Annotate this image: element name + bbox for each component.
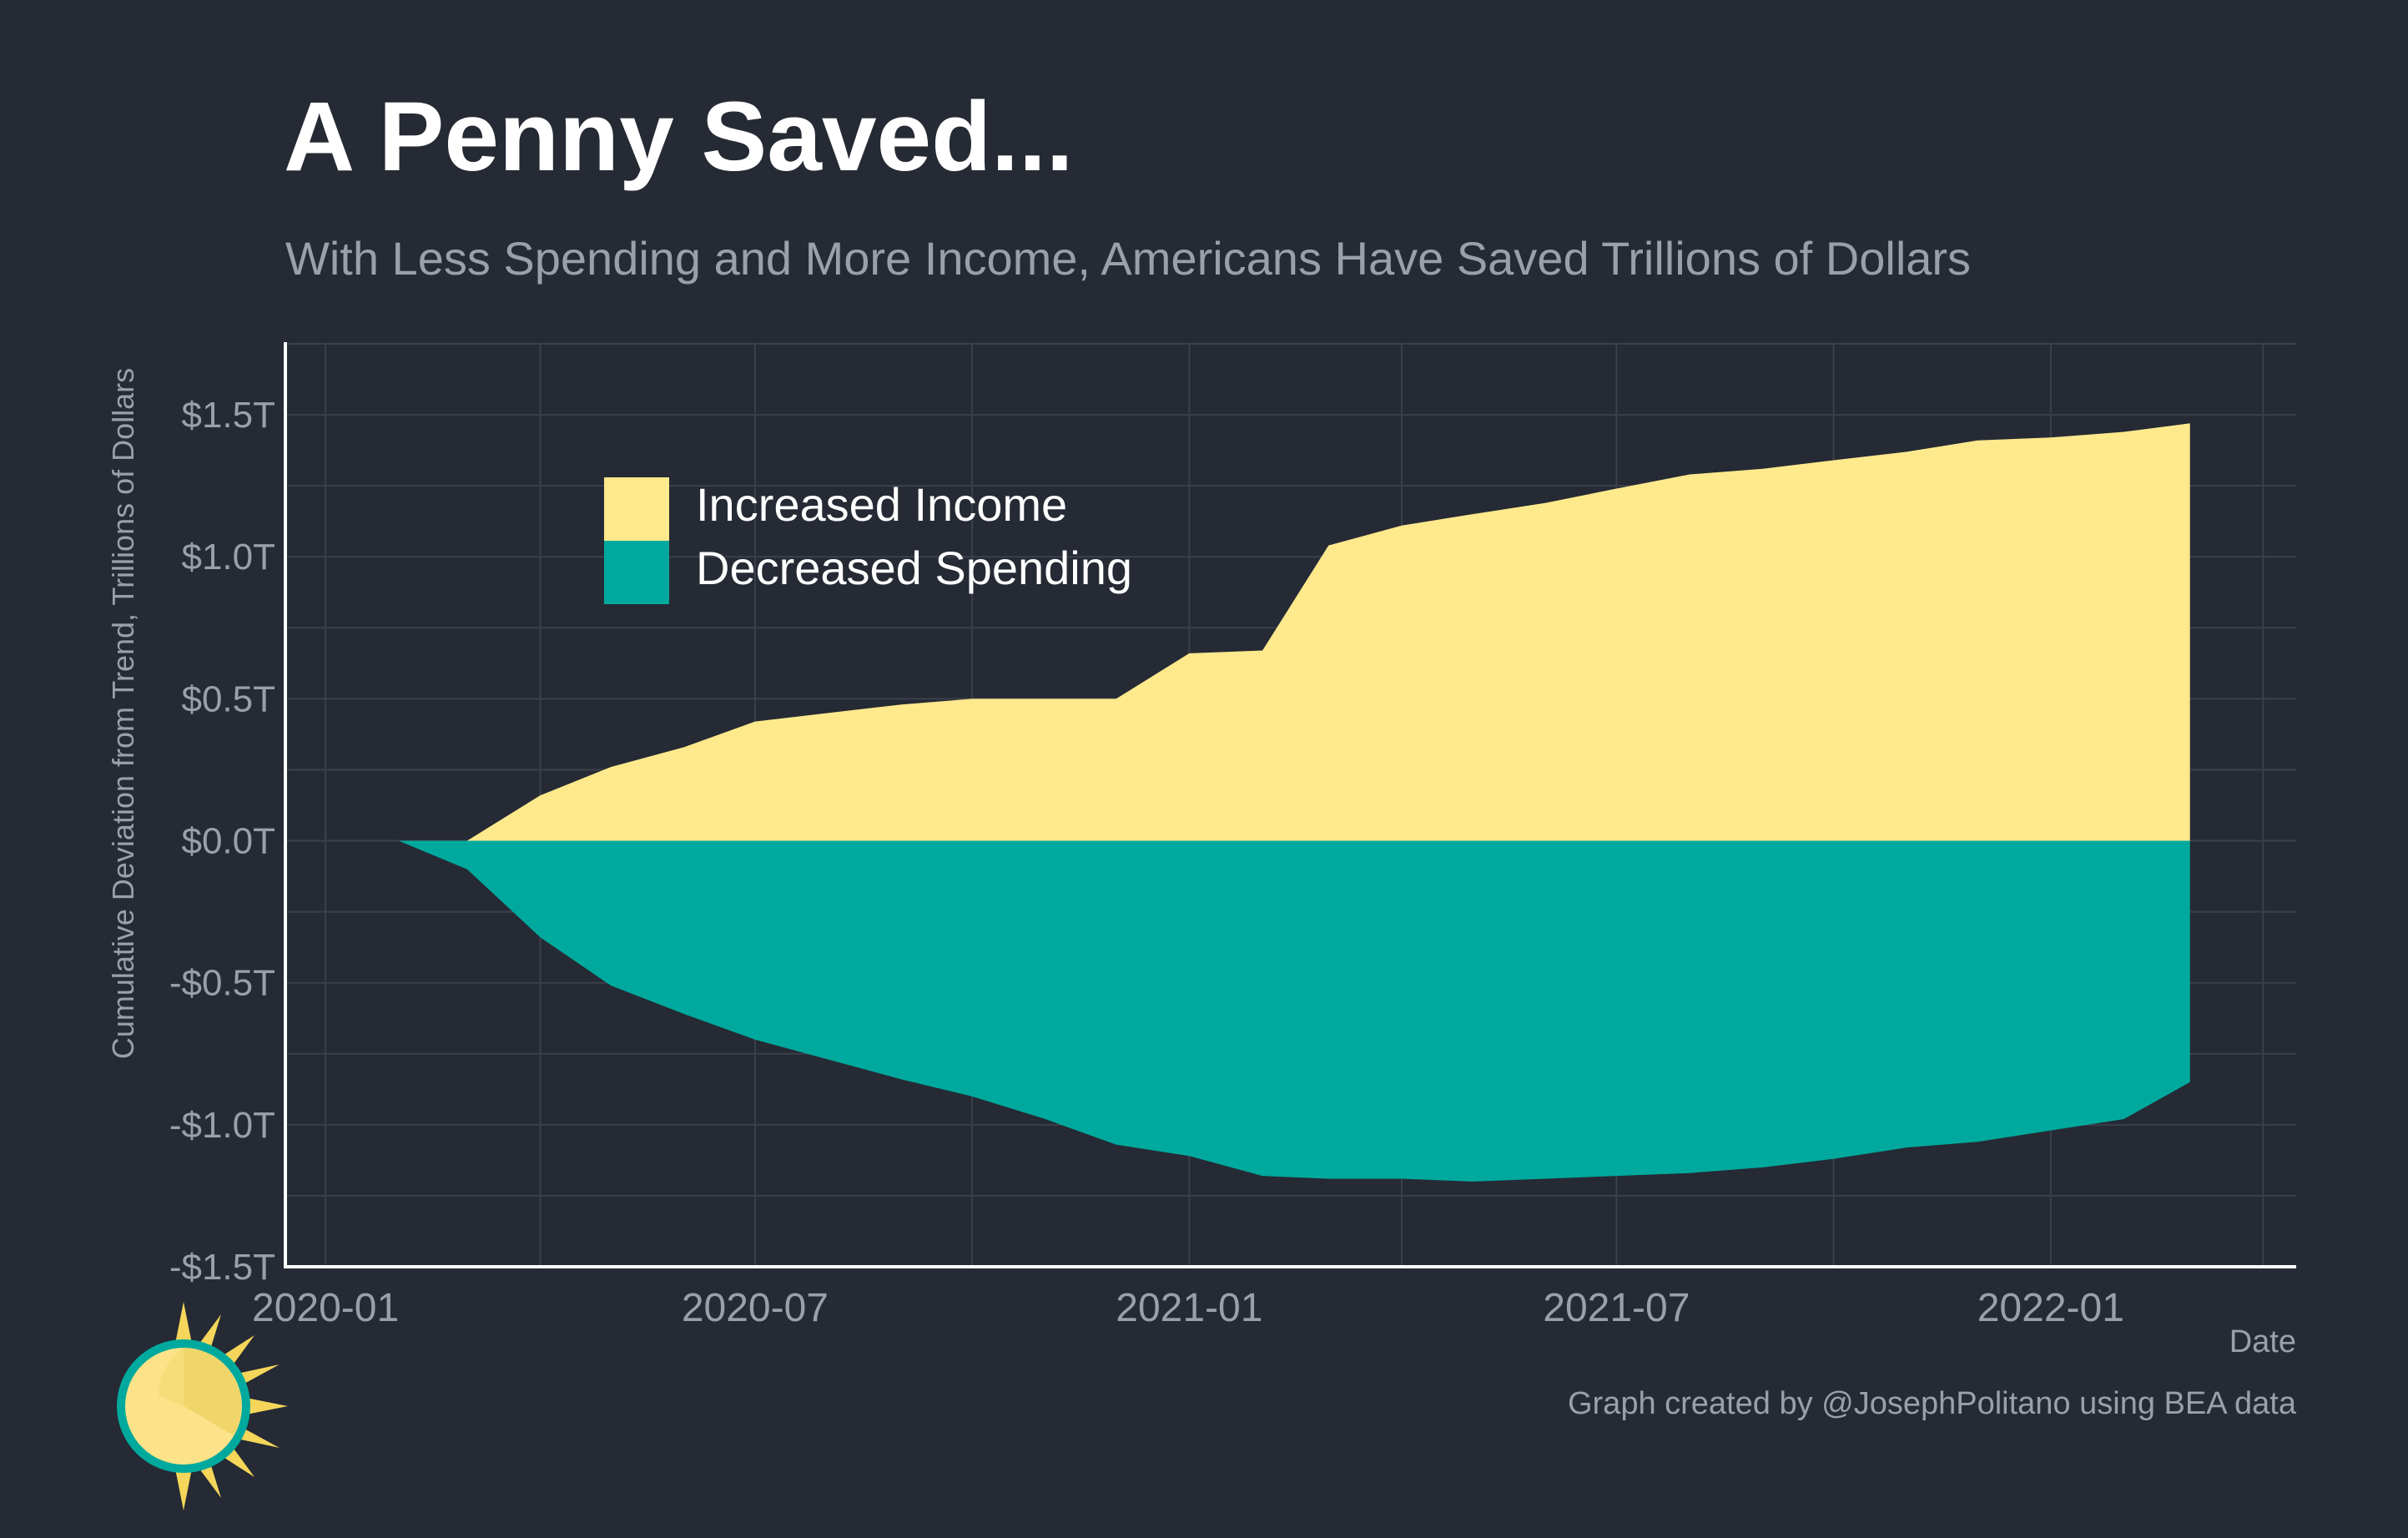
legend: Increased Income Decreased Spending (604, 477, 1132, 604)
y-tick-label: $1.0T (181, 537, 275, 577)
area-decreased-spending (325, 840, 2190, 1182)
y-axis-label: Cumulative Deviation from Trend, Trillio… (106, 368, 140, 1059)
area-series (325, 423, 2190, 1182)
y-tick-labels: -$1.5T -$1.0T -$0.5T $0.0T $0.5T $1.0T $1.5T (169, 395, 275, 1288)
x-tick-label: 2021-07 (1543, 1286, 1690, 1330)
x-tick-label: 2020-07 (682, 1286, 829, 1330)
y-tick-label: -$1.0T (169, 1105, 275, 1146)
x-tick-label: 2022-01 (1977, 1286, 2124, 1330)
legend-label: Decreased Spending (696, 542, 1132, 594)
x-axis-label: Date (2229, 1324, 2296, 1359)
area-increased-income (325, 423, 2190, 841)
x-tick-label: 2021-01 (1116, 1286, 1262, 1330)
y-tick-label: $0.5T (181, 678, 275, 719)
y-tick-label: -$0.5T (169, 963, 275, 1004)
legend-swatch (604, 541, 669, 604)
source-caption: Graph created by @JosephPolitano using B… (1567, 1386, 2296, 1421)
x-tick-label: 2020-01 (252, 1286, 399, 1330)
y-tick-label: -$1.5T (169, 1247, 275, 1288)
legend-label: Increased Income (696, 478, 1067, 531)
axes (284, 342, 2296, 1268)
chart-subtitle: With Less Spending and More Income, Amer… (285, 232, 1972, 285)
x-tick-labels: 2020-01 2020-07 2021-01 2021-07 2022-01 (252, 1286, 2124, 1330)
sun-logo-icon (117, 1302, 288, 1510)
y-tick-label: $1.5T (181, 395, 275, 436)
y-tick-label: $0.0T (181, 821, 275, 862)
legend-swatch (604, 477, 669, 541)
chart-title: A Penny Saved... (284, 82, 1074, 192)
